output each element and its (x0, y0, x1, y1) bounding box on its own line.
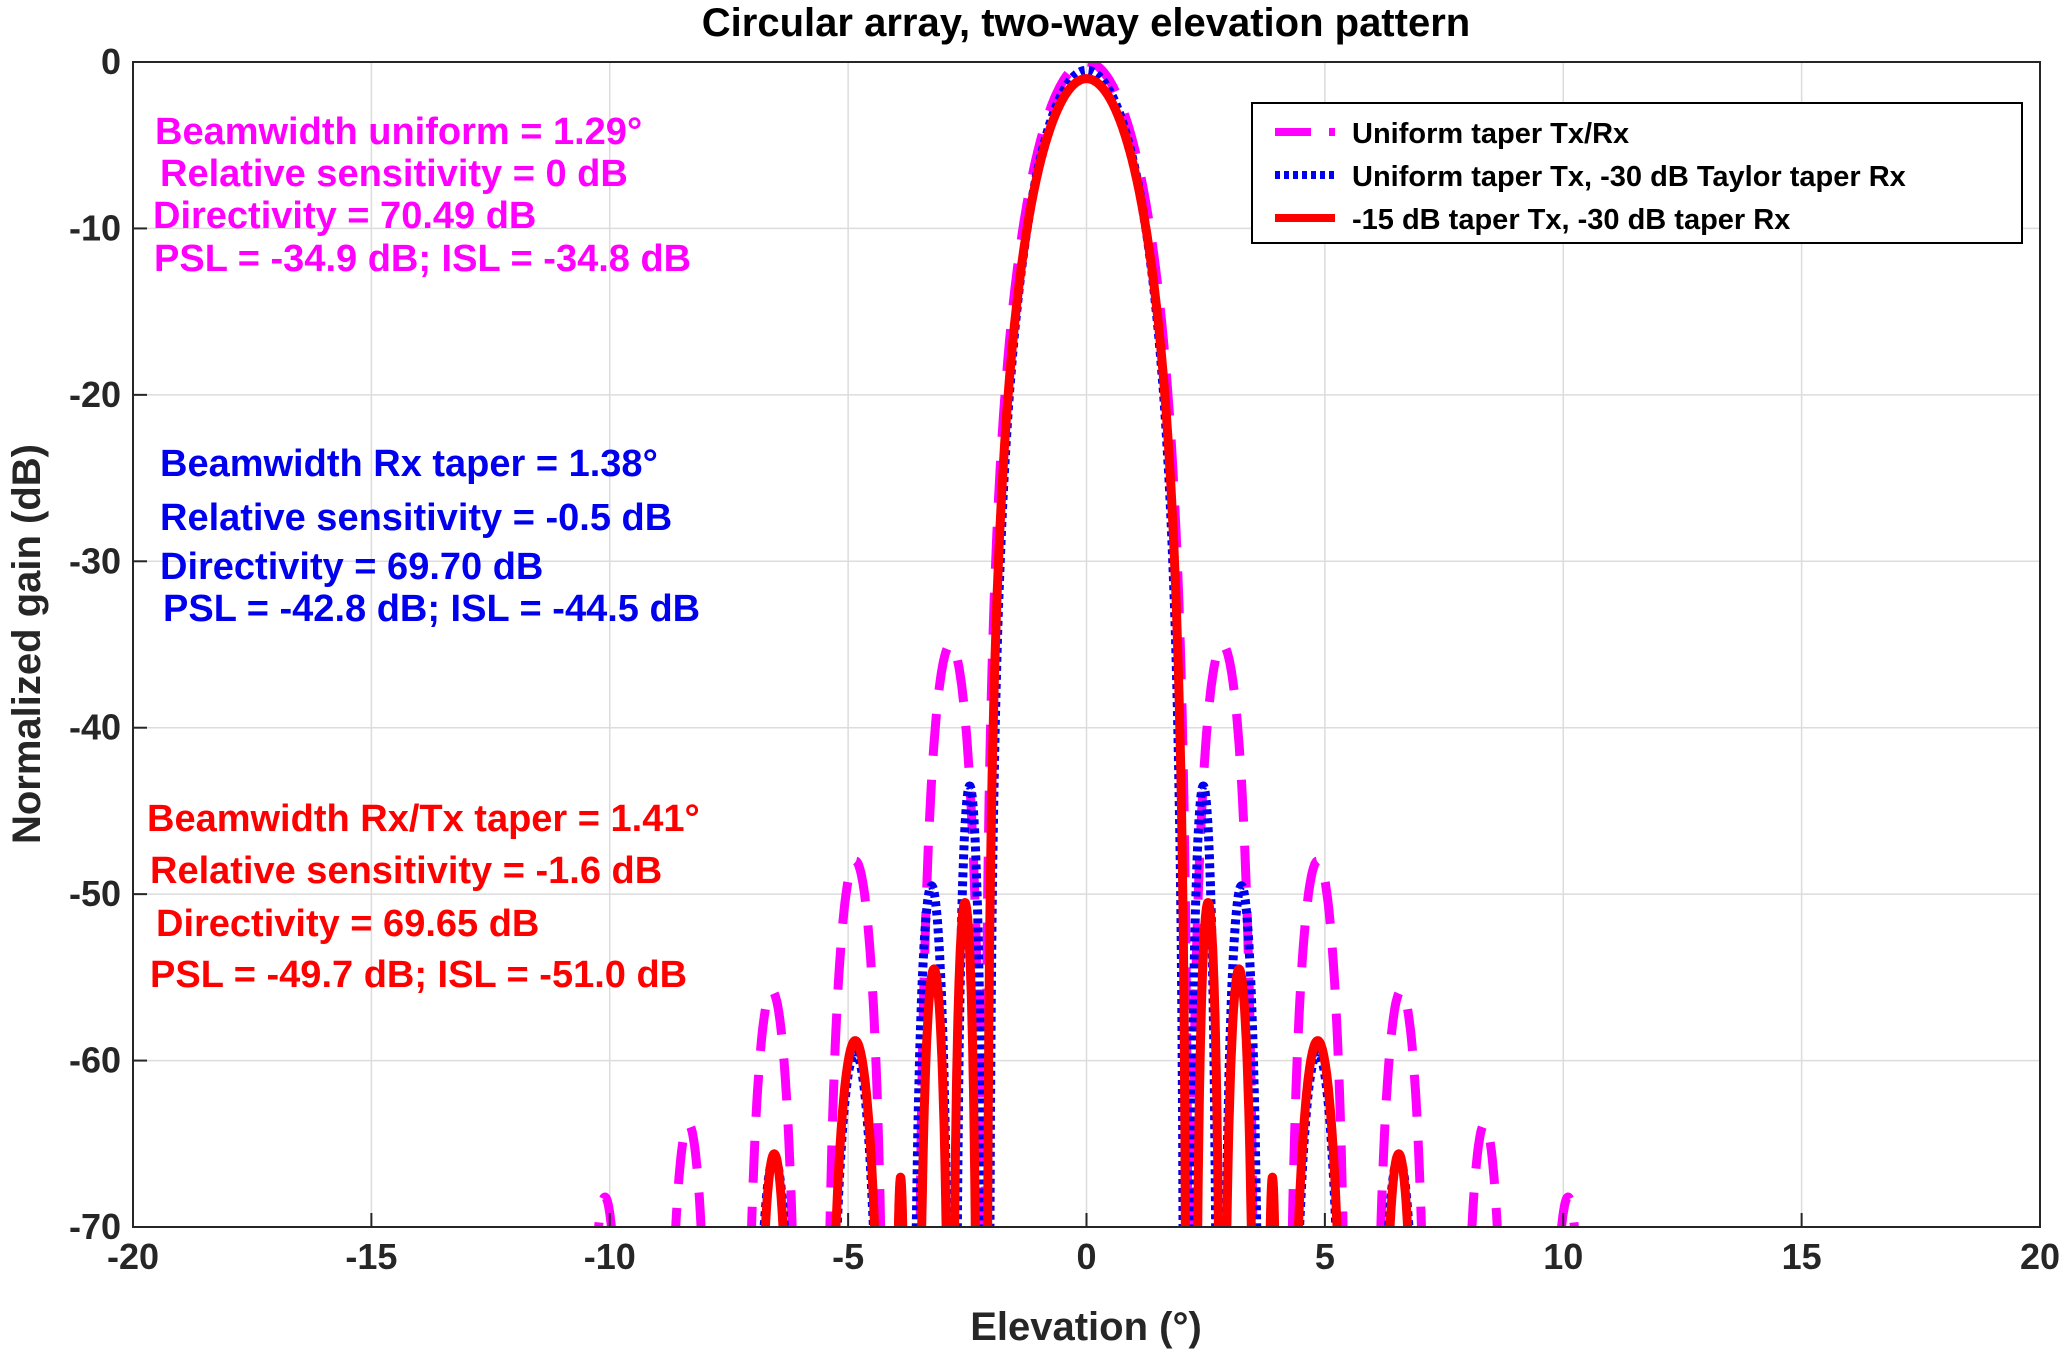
series-2-sidelobe-left-2 (893, 1172, 908, 1227)
series-2-sidelobe-right-4 (1385, 1149, 1413, 1227)
y-axis-label: Normalized gain (dB) (5, 444, 49, 844)
annotation-1-line-2: Directivity = 69.70 dB (160, 546, 543, 588)
legend-label-uniform: Uniform taper Tx/Rx (1352, 118, 1629, 150)
series-2-sidelobe-right-0 (1193, 898, 1223, 1227)
chart-title: Circular array, two-way elevation patter… (702, 1, 1470, 45)
series-1-sidelobe-left-2 (832, 1047, 878, 1227)
series-1-sidelobe-left-0 (952, 781, 987, 1227)
annotation-2-line-1: Relative sensitivity = -1.6 dB (150, 850, 662, 892)
annotations: Beamwidth uniform = 1.29°Relative sensit… (147, 111, 700, 996)
series-2-sidelobe-left-4 (760, 1149, 788, 1227)
x-tick-label: 5 (1315, 1236, 1335, 1277)
series-1-sidelobe-right-1 (1221, 881, 1262, 1227)
y-tick-label: -10 (69, 207, 121, 248)
y-tick-label: -70 (69, 1206, 121, 1247)
annotation-0-line-1: Relative sensitivity = 0 dB (160, 153, 628, 195)
series-layer (594, 62, 1579, 1227)
legend-label-taylor-rx: Uniform taper Tx, -30 dB Taylor taper Rx (1352, 161, 1906, 193)
legend: Uniform taper Tx/Rx Uniform taper Tx, -3… (1251, 102, 2023, 244)
y-tick-label: 0 (101, 41, 121, 82)
x-tick-label: 20 (2020, 1236, 2060, 1277)
series-1-sidelobe-right-0 (1186, 781, 1221, 1227)
series-2-sidelobe-left-1 (917, 964, 951, 1227)
series-0-sidelobe-right-4 (1557, 1192, 1579, 1227)
series-2-sidelobe-right-2 (1265, 1172, 1280, 1227)
series-1-sidelobe-left-1 (911, 881, 952, 1227)
x-axis-label: Elevation (°) (970, 1305, 1202, 1349)
series-2-sidelobe-left-0 (950, 898, 980, 1227)
annotation-2-line-0: Beamwidth Rx/Tx taper = 1.41° (147, 798, 700, 840)
series-2-sidelobe-right-3 (1293, 1036, 1342, 1227)
annotation-1-line-1: Relative sensitivity = -0.5 dB (160, 497, 672, 539)
series-2-mainlobe (983, 74, 1190, 1227)
series-0-sidelobe-left-4 (594, 1192, 616, 1227)
legend-box (1251, 102, 2023, 244)
x-tick-label: -20 (107, 1236, 159, 1277)
annotation-1-line-0: Beamwidth Rx taper = 1.38° (160, 443, 658, 485)
annotation-0-line-3: PSL = -34.9 dB; ISL = -34.8 dB (154, 238, 691, 280)
series-0-sidelobe-right-2 (1376, 986, 1426, 1227)
annotation-2-line-3: PSL = -49.7 dB; ISL = -51.0 dB (150, 954, 687, 996)
annotation-0-line-0: Beamwidth uniform = 1.29° (155, 111, 642, 153)
annotation-1-line-3: PSL = -42.8 dB; ISL = -44.5 dB (163, 588, 700, 630)
series-2 (760, 74, 1413, 1227)
x-tick-label: 15 (1782, 1236, 1822, 1277)
y-tick-label: -40 (69, 707, 121, 748)
series-2-sidelobe-right-1 (1222, 964, 1256, 1227)
y-tick-label: -60 (69, 1040, 121, 1081)
y-tick-label: -20 (69, 374, 121, 415)
x-tick-label: 10 (1543, 1236, 1583, 1277)
x-tick-label: -10 (584, 1236, 636, 1277)
x-tick-label: 0 (1076, 1236, 1096, 1277)
annotation-0-line-2: Directivity = 70.49 dB (153, 195, 536, 237)
series-0-sidelobe-right-1 (1287, 856, 1348, 1227)
series-1-sidelobe-right-2 (1295, 1047, 1341, 1227)
ticks: -20 -15 -10 -5 0 5 10 15 200-10-20-30-40-50-60-7… (69, 41, 2060, 1277)
series-0-sidelobe-left-1 (825, 856, 886, 1227)
y-tick-label: -30 (69, 540, 121, 581)
y-tick-label: -50 (69, 873, 121, 914)
annotation-2-line-2: Directivity = 69.65 dB (156, 903, 539, 945)
x-tick-label: -5 (832, 1236, 864, 1277)
x-tick-label: -15 (345, 1236, 397, 1277)
legend-label-tapered: -15 dB taper Tx, -30 dB taper Rx (1352, 204, 1790, 236)
series-0-sidelobe-left-2 (747, 986, 797, 1227)
series-2-sidelobe-left-3 (831, 1036, 880, 1227)
